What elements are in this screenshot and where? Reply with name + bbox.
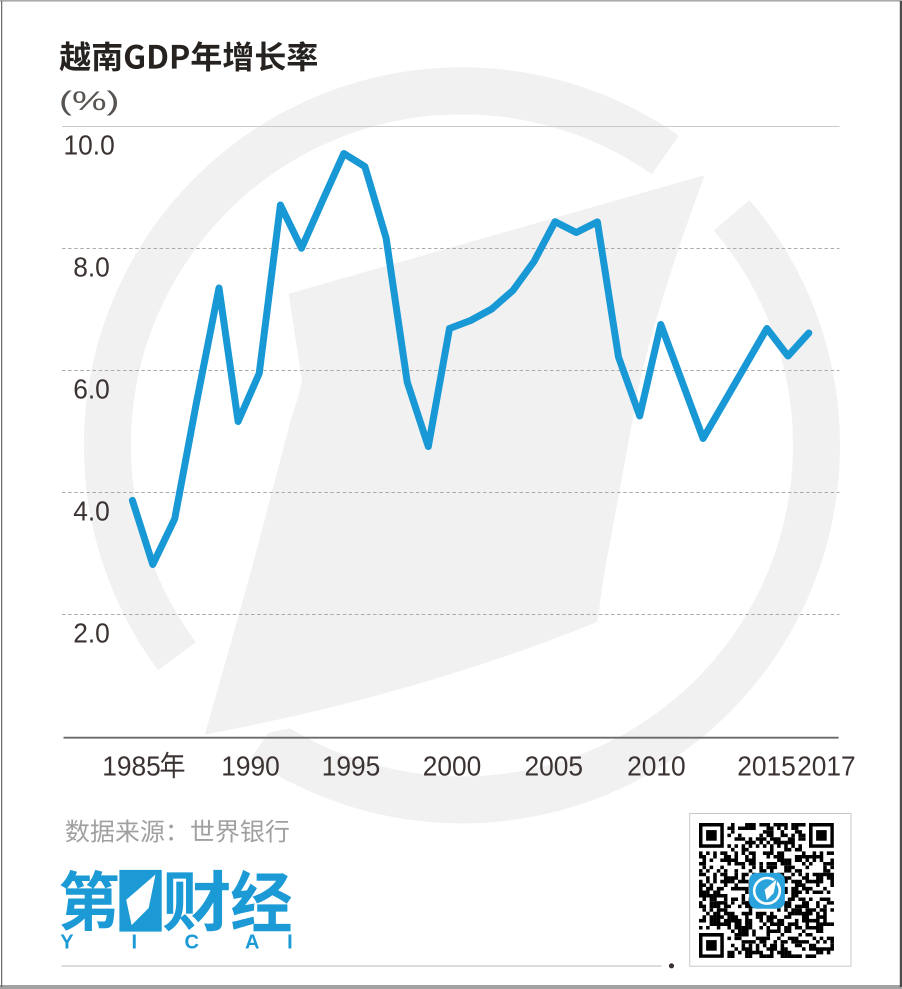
svg-text:2005: 2005 bbox=[525, 750, 584, 782]
svg-text:C: C bbox=[185, 932, 199, 954]
svg-text:10.0: 10.0 bbox=[64, 129, 115, 161]
svg-text:2010: 2010 bbox=[627, 750, 686, 782]
svg-text:I: I bbox=[287, 932, 293, 954]
svg-text:2000: 2000 bbox=[423, 750, 482, 782]
svg-text:I: I bbox=[132, 932, 138, 954]
svg-text:1995: 1995 bbox=[322, 750, 381, 782]
svg-text:2.0: 2.0 bbox=[73, 617, 110, 649]
svg-text:Y: Y bbox=[60, 932, 74, 954]
svg-text:1985: 1985 bbox=[102, 750, 161, 782]
svg-text:(%): (%) bbox=[59, 87, 119, 117]
svg-text:1990: 1990 bbox=[221, 750, 280, 782]
svg-text:2015: 2015 bbox=[737, 750, 796, 782]
svg-text:4.0: 4.0 bbox=[73, 495, 110, 527]
svg-text:6.0: 6.0 bbox=[73, 373, 110, 405]
svg-text:2017: 2017 bbox=[797, 750, 856, 782]
svg-text:A: A bbox=[245, 932, 259, 954]
svg-text:8.0: 8.0 bbox=[73, 251, 110, 283]
